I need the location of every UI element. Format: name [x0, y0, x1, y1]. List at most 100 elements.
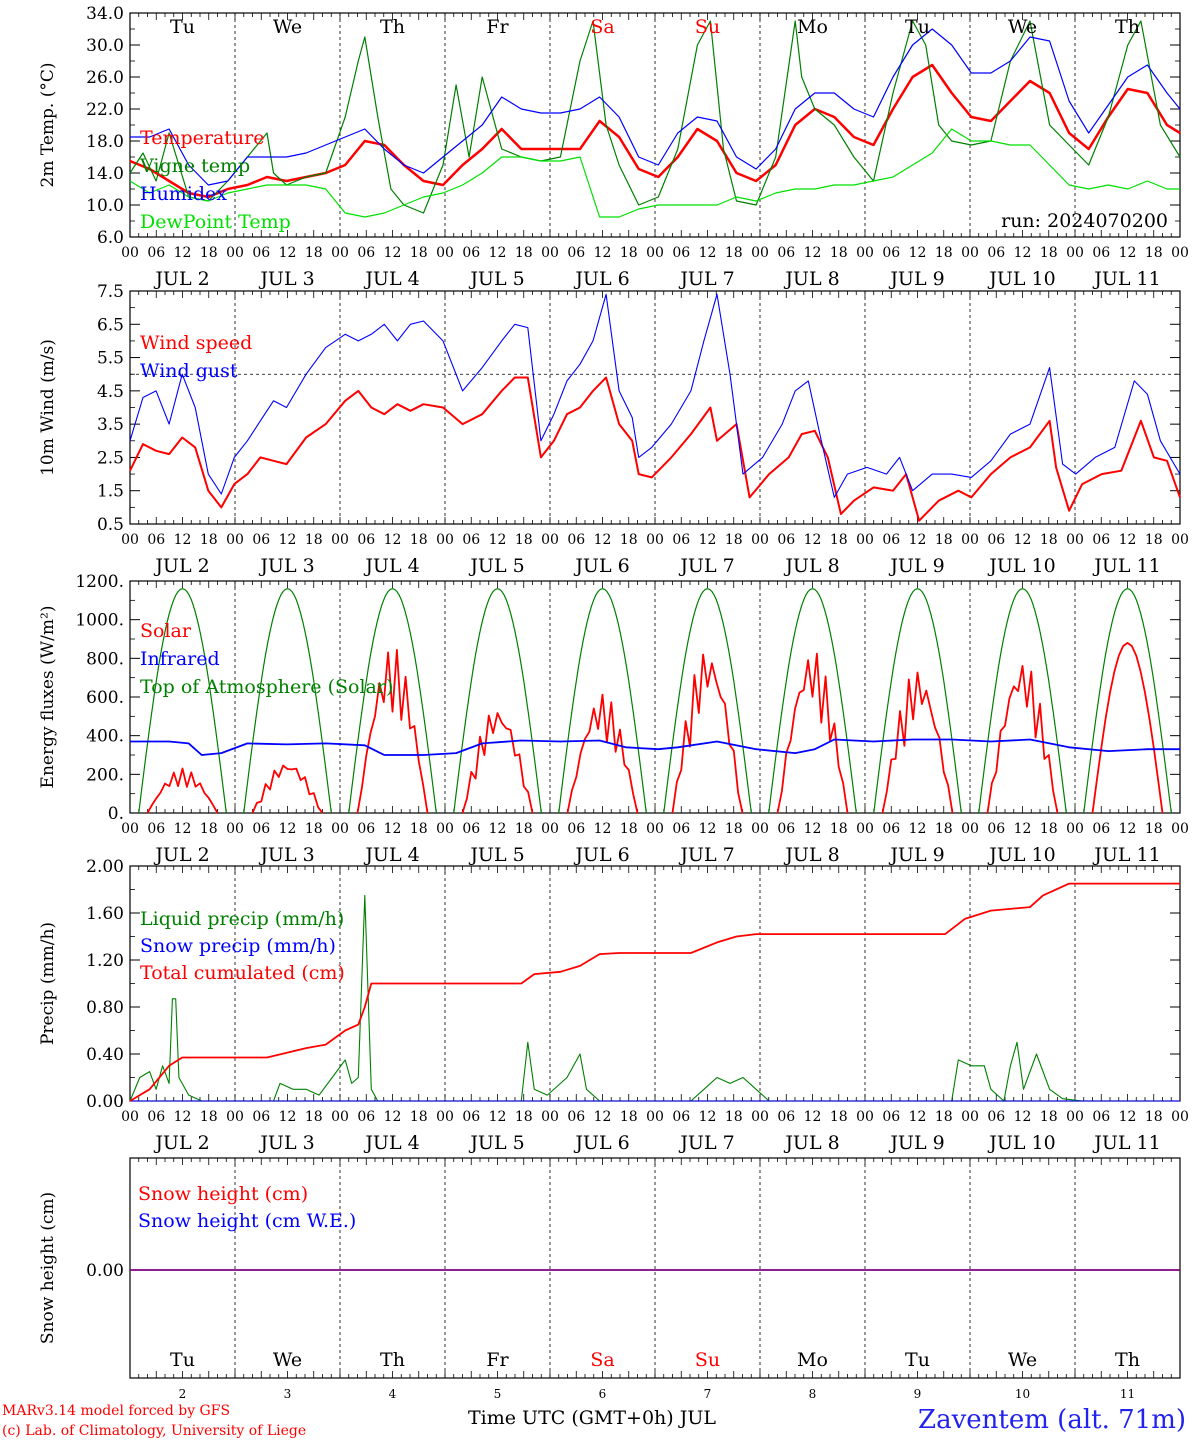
- hour-tick-label: 18: [305, 532, 323, 548]
- day-number-label: 5: [494, 1387, 502, 1401]
- hour-tick-label: 06: [672, 1109, 690, 1125]
- hour-tick-label: 06: [777, 245, 795, 261]
- date-label: JUL 11: [1092, 844, 1160, 866]
- y-tick-label: 6.0: [97, 228, 124, 248]
- run-label: run: 2024070200: [1001, 210, 1168, 232]
- y-tick-label: 3.5: [97, 415, 124, 435]
- hour-tick-label: 18: [1145, 1109, 1163, 1125]
- hour-tick-label: 06: [147, 532, 165, 548]
- hour-tick-label: 12: [489, 245, 507, 261]
- hour-tick-label: 00: [121, 821, 139, 837]
- hour-tick-label: 06: [357, 1109, 375, 1125]
- date-label: JUL 9: [888, 844, 944, 866]
- series-top-of-atmosphere-solar: [243, 588, 332, 814]
- date-label: JUL 2: [153, 268, 209, 290]
- date-label: JUL 8: [783, 1132, 839, 1154]
- hour-tick-label: 12: [489, 532, 507, 548]
- date-label: JUL 2: [153, 844, 209, 866]
- hour-tick-label: 00: [1066, 245, 1084, 261]
- hour-tick-label: 18: [200, 245, 218, 261]
- hour-tick-label: 18: [620, 532, 638, 548]
- series-liquid-precip: [129, 894, 1083, 1102]
- hour-tick-label: 00: [121, 245, 139, 261]
- day-number-label: 4: [389, 1387, 397, 1401]
- hour-tick-label: 06: [1092, 532, 1110, 548]
- date-label: JUL 4: [363, 268, 419, 290]
- series-solar: [146, 767, 219, 814]
- hour-tick-label: 12: [384, 1109, 402, 1125]
- weekday-label-top: Th: [1115, 16, 1140, 38]
- hour-tick-label: 12: [909, 1109, 927, 1125]
- series-top-of-atmosphere-solar: [348, 588, 437, 814]
- y-tick-label: 10.0: [86, 196, 124, 216]
- weekday-label-bottom: We: [1008, 1349, 1037, 1371]
- y-tick-label: 5.5: [97, 349, 124, 369]
- weekday-label-bottom: Sa: [590, 1349, 614, 1371]
- series-top-of-atmosphere-solar: [1083, 588, 1172, 814]
- series-top-of-atmosphere-solar: [453, 588, 542, 814]
- date-label: JUL 7: [678, 1132, 734, 1154]
- hour-tick-label: 00: [331, 821, 349, 837]
- date-label: JUL 7: [678, 844, 734, 866]
- series-total-cumulated: [129, 882, 1180, 1102]
- series-solar: [1091, 642, 1164, 814]
- hour-tick-label: 06: [252, 532, 270, 548]
- date-label: JUL 4: [363, 1132, 419, 1154]
- copyright: (c) Lab. of Climatology, University of L…: [2, 1423, 306, 1439]
- legend-humidex: Humidex: [140, 183, 227, 205]
- hour-tick-label: 00: [961, 245, 979, 261]
- date-label: JUL 9: [888, 555, 944, 577]
- time-axis-label: Time UTC (GMT+0h) JUL: [468, 1407, 716, 1429]
- date-label: JUL 8: [783, 555, 839, 577]
- hour-tick-label: 00: [121, 1109, 139, 1125]
- hour-tick-label: 06: [987, 245, 1005, 261]
- hour-tick-label: 18: [1145, 245, 1163, 261]
- hour-tick-label: 06: [987, 532, 1005, 548]
- date-label: JUL 8: [783, 268, 839, 290]
- hour-tick-label: 00: [646, 821, 664, 837]
- weekday-label-bottom: Fr: [486, 1349, 509, 1371]
- legend-liquid-precip-mm-h-: Liquid precip (mm/h): [140, 908, 344, 930]
- hour-tick-label: 12: [804, 1109, 822, 1125]
- day-number-label: 7: [704, 1387, 712, 1401]
- hour-tick-label: 06: [252, 245, 270, 261]
- hour-tick-label: 18: [935, 1109, 953, 1125]
- hour-tick-label: 18: [830, 1109, 848, 1125]
- hour-tick-label: 18: [935, 821, 953, 837]
- hour-tick-label: 00: [856, 821, 874, 837]
- date-label: JUL 11: [1092, 1132, 1160, 1154]
- hour-tick-label: 00: [541, 532, 559, 548]
- date-label: JUL 7: [678, 268, 734, 290]
- series-solar: [461, 712, 534, 814]
- date-label: JUL 5: [468, 555, 524, 577]
- hour-tick-label: 00: [961, 821, 979, 837]
- hour-tick-label: 06: [147, 821, 165, 837]
- day-number-label: 11: [1120, 1387, 1135, 1401]
- hour-tick-label: 12: [804, 821, 822, 837]
- hour-tick-label: 12: [594, 245, 612, 261]
- series-top-of-atmosphere-solar: [978, 588, 1067, 814]
- hour-tick-label: 06: [777, 821, 795, 837]
- date-label: JUL 11: [1092, 555, 1160, 577]
- date-label: JUL 10: [987, 268, 1055, 290]
- legend-solar: Solar: [140, 620, 192, 642]
- hour-tick-label: 06: [147, 1109, 165, 1125]
- series-top-of-atmosphere-solar: [138, 588, 227, 814]
- date-label: JUL 3: [258, 1132, 314, 1154]
- legend-infrared: Infrared: [140, 648, 220, 670]
- hour-tick-label: 18: [830, 532, 848, 548]
- station-label: Zaventem (alt. 71m): [918, 1405, 1186, 1435]
- legend-snow-height-cm-: Snow height (cm): [138, 1183, 308, 1205]
- hour-tick-label: 18: [935, 245, 953, 261]
- hour-tick-label: 00: [331, 532, 349, 548]
- y-tick-label: 7.5: [97, 282, 124, 302]
- hour-tick-label: 18: [830, 245, 848, 261]
- hour-tick-label: 12: [594, 532, 612, 548]
- series-solar: [986, 665, 1059, 814]
- hour-tick-label: 18: [725, 532, 743, 548]
- panel-2: [129, 290, 1181, 525]
- y-axis-label: Precip (mm/h): [38, 922, 58, 1045]
- date-label: JUL 2: [153, 555, 209, 577]
- hour-tick-label: 06: [882, 532, 900, 548]
- y-tick-label: 600.: [86, 688, 124, 708]
